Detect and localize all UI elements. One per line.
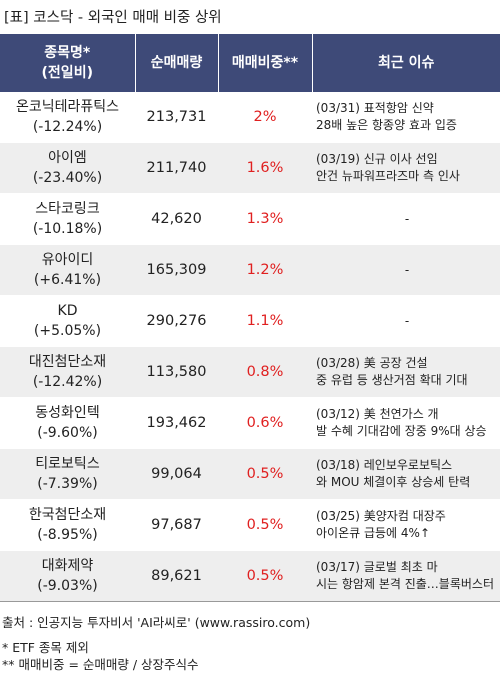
recent-issue: -	[312, 193, 500, 245]
table-row: 동성화인텍 (-9.60%) 193,462 0.6% (03/12) 美 천연가스 개…	[0, 397, 500, 449]
table-row: 한국첨단소재 (-8.95%) 97,687 0.5% (03/25) 美양자컴 대장주…	[0, 499, 500, 551]
stock-name: 티로보틱스	[35, 456, 100, 472]
recent-issue-line2: 시는 항암제 본격 진출…블록버스터	[316, 577, 495, 591]
stock-name: 온코닉테라퓨틱스	[15, 99, 120, 115]
table-row: KD (+5.05%) 290,276 1.1% -	[0, 295, 500, 347]
stock-name-cell: 대진첨단소재 (-12.42%)	[0, 346, 135, 398]
recent-issue-line2: 안건 뉴파워프라즈마 측 인사	[316, 169, 460, 183]
recent-issue-line1: -	[404, 313, 410, 328]
net-volume: 213,731	[135, 92, 218, 143]
trade-ratio: 1.1%	[218, 295, 312, 347]
recent-issue-line2: 아이온큐 급등에 4%↑	[316, 526, 431, 540]
source-note: 출처 : 인공지능 투자비서 'AI라씨로' (www.rassiro.com)	[2, 615, 311, 630]
stock-change: (-7.39%)	[37, 476, 98, 492]
stock-change: (-12.24%)	[32, 119, 103, 135]
trade-ratio: 0.8%	[218, 346, 312, 398]
foreign-trading-table: 종목명* (전일비) 순매매량 매매비중** 최근 이슈 온코닉테라퓨틱스 (-1…	[0, 34, 500, 602]
stock-name: 유아이디	[41, 252, 94, 268]
recent-issue-line1: (03/12) 美 천연가스 개	[316, 407, 439, 421]
recent-issue: -	[312, 244, 500, 296]
trade-ratio: 1.3%	[218, 193, 312, 245]
footnote-etf: * ETF 종목 제외	[2, 640, 89, 655]
trade-ratio: 0.5%	[218, 499, 312, 551]
trade-ratio: 0.6%	[218, 397, 312, 449]
net-volume: 165,309	[135, 244, 218, 296]
stock-name-cell: 스타코링크 (-10.18%)	[0, 193, 135, 245]
header-net-volume: 순매매량	[135, 34, 219, 92]
stock-name: 스타코링크	[35, 201, 100, 217]
footnote-ratio: ** 매매비중 = 순매매량 / 상장주식수	[2, 657, 199, 672]
recent-issue-line2: 발 수혜 기대감에 장중 9%대 상승	[316, 424, 487, 438]
stock-name: 대진첨단소재	[28, 354, 107, 370]
recent-issue: (03/25) 美양자컴 대장주 아이온큐 급등에 4%↑	[312, 499, 500, 551]
recent-issue: -	[312, 295, 500, 347]
table-row: 대진첨단소재 (-12.42%) 113,580 0.8% (03/28) 美 공장 건…	[0, 346, 500, 398]
recent-issue-line1: (03/31) 표적항암 신약	[316, 101, 434, 115]
recent-issue-line1: (03/25) 美양자컴 대장주	[316, 509, 446, 523]
table-row: 아이엠 (-23.40%) 211,740 1.6% (03/19) 신규 이사 선임 안…	[0, 142, 500, 194]
recent-issue-line2: 중 유럽 등 생산거점 확대 기대	[316, 373, 468, 387]
recent-issue-line1: -	[404, 262, 410, 277]
net-volume: 193,462	[135, 397, 218, 449]
stock-change: (-9.60%)	[37, 425, 98, 441]
net-volume: 89,621	[135, 550, 218, 602]
stock-change: (+5.05%)	[33, 323, 102, 339]
stock-name-cell: 대화제약 (-9.03%)	[0, 550, 135, 602]
stock-change: (-23.40%)	[32, 170, 103, 186]
stock-change: (+6.41%)	[33, 272, 102, 288]
trade-ratio: 1.6%	[218, 142, 312, 194]
trade-ratio: 1.2%	[218, 244, 312, 296]
stock-change: (-8.95%)	[37, 527, 98, 543]
net-volume: 290,276	[135, 295, 218, 347]
stock-name-cell: 한국첨단소재 (-8.95%)	[0, 499, 135, 551]
trade-ratio: 0.5%	[218, 448, 312, 500]
recent-issue-line2: 28배 높은 항종양 효과 입증	[316, 118, 457, 132]
header-trade-ratio: 매매비중**	[218, 34, 313, 92]
stock-name: 한국첨단소재	[28, 507, 107, 523]
net-volume: 97,687	[135, 499, 218, 551]
stock-change: (-10.18%)	[32, 221, 103, 237]
header-recent-issue: 최근 이슈	[312, 34, 500, 92]
recent-issue-line1: (03/18) 레인보우로보틱스	[316, 458, 453, 472]
table-row: 대화제약 (-9.03%) 89,621 0.5% (03/17) 글로벌 최초 마 시는…	[0, 550, 500, 602]
table-row: 스타코링크 (-10.18%) 42,620 1.3% -	[0, 193, 500, 245]
stock-change: (-9.03%)	[37, 578, 98, 594]
stock-name: 아이엠	[48, 150, 87, 166]
recent-issue-line1: (03/28) 美 공장 건설	[316, 356, 428, 370]
net-volume: 113,580	[135, 346, 218, 398]
table-header-row: 종목명* (전일비) 순매매량 매매비중** 최근 이슈	[0, 34, 500, 92]
stock-name-cell: 아이엠 (-23.40%)	[0, 142, 135, 194]
stock-name: 대화제약	[41, 558, 94, 574]
stock-name-cell: KD (+5.05%)	[0, 295, 135, 347]
header-stock-name-line2: (전일비)	[41, 65, 93, 81]
net-volume: 99,064	[135, 448, 218, 500]
trade-ratio: 2%	[218, 92, 312, 143]
stock-name-cell: 온코닉테라퓨틱스 (-12.24%)	[0, 92, 135, 143]
recent-issue: (03/31) 표적항암 신약 28배 높은 항종양 효과 입증	[312, 92, 500, 143]
recent-issue-line1: (03/19) 신규 이사 선임	[316, 152, 438, 166]
header-stock-name: 종목명* (전일비)	[0, 34, 136, 92]
page-title: [표] 코스닥 - 외국인 매매 비중 상위	[4, 10, 222, 26]
stock-name: 동성화인텍	[35, 405, 100, 421]
stock-name-cell: 티로보틱스 (-7.39%)	[0, 448, 135, 500]
stock-name: KD	[57, 303, 78, 319]
header-stock-name-line1: 종목명*	[44, 45, 91, 61]
stock-name-cell: 동성화인텍 (-9.60%)	[0, 397, 135, 449]
recent-issue-line1: (03/17) 글로벌 최초 마	[316, 560, 438, 574]
table-row: 티로보틱스 (-7.39%) 99,064 0.5% (03/18) 레인보우로보틱스 와…	[0, 448, 500, 500]
trade-ratio: 0.5%	[218, 550, 312, 602]
stock-change: (-12.42%)	[32, 374, 103, 390]
table-row: 온코닉테라퓨틱스 (-12.24%) 213,731 2% (03/31) 표적항암 신…	[0, 92, 500, 143]
stock-name-cell: 유아이디 (+6.41%)	[0, 244, 135, 296]
net-volume: 42,620	[135, 193, 218, 245]
table-row: 유아이디 (+6.41%) 165,309 1.2% -	[0, 244, 500, 296]
recent-issue-line2: 와 MOU 체결이후 상승세 탄력	[316, 475, 471, 489]
recent-issue-line1: -	[404, 211, 410, 226]
net-volume: 211,740	[135, 142, 218, 194]
